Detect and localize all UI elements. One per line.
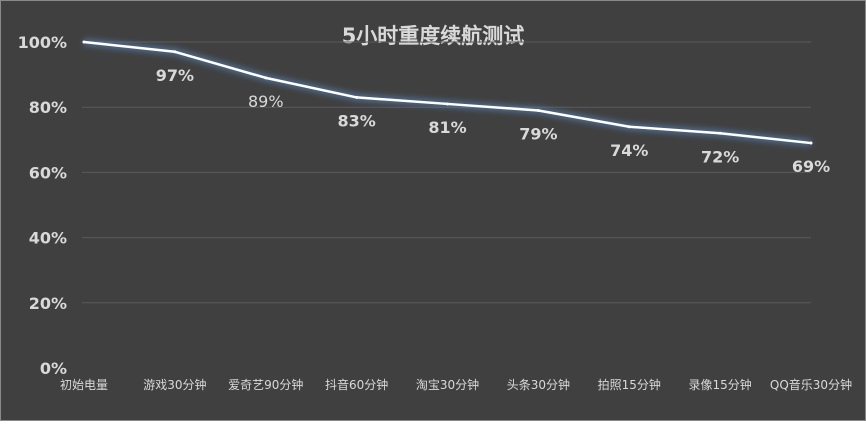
x-tick-label: 抖音60分钟 <box>325 377 388 392</box>
data-label: 83% <box>337 111 375 130</box>
y-tick-label: 40% <box>29 229 67 248</box>
data-point <box>82 40 86 44</box>
x-tick-label: 头条30分钟 <box>507 377 570 392</box>
data-label: 81% <box>428 118 466 137</box>
chart-title: 5小时重度续航测试 <box>342 24 525 48</box>
gridlines <box>82 41 811 304</box>
data-point <box>173 50 177 54</box>
x-tick-label: 游戏30分钟 <box>143 377 206 392</box>
x-tick-label: QQ音乐30分钟 <box>770 377 852 392</box>
data-point <box>264 76 268 80</box>
y-tick-label: 20% <box>29 294 67 313</box>
data-label: 72% <box>701 147 739 166</box>
data-label: 97% <box>156 66 194 85</box>
data-point <box>536 108 540 112</box>
data-point <box>718 131 722 135</box>
data-point <box>627 125 631 129</box>
data-point <box>446 102 449 106</box>
data-labels: 97% 89% 83% 81% 79% 74% 72% 69% <box>156 66 830 176</box>
data-label: 79% <box>519 124 557 143</box>
x-tick-label: 初始电量 <box>60 378 108 392</box>
data-point <box>355 95 359 99</box>
series-line <box>82 38 813 147</box>
y-tick-label: 80% <box>29 98 67 117</box>
data-label: 74% <box>610 141 648 160</box>
data-label: 69% <box>792 157 830 176</box>
data-point <box>809 141 813 145</box>
y-tick-label: 100% <box>18 33 67 52</box>
y-axis: 0% 20% 40% 60% 80% 100% <box>18 33 67 378</box>
x-tick-label: 拍照15分钟 <box>598 377 661 392</box>
x-tick-label: 录像15分钟 <box>688 377 751 392</box>
y-tick-label: 60% <box>29 163 67 182</box>
y-tick-label: 0% <box>40 359 67 378</box>
x-axis: 初始电量 游戏30分钟 爱奇艺90分钟 抖音60分钟 淘宝30分钟 头条30分钟 拍照15分… <box>60 377 852 392</box>
data-label: 89% <box>248 92 284 111</box>
x-tick-label: 爱奇艺90分钟 <box>228 377 303 392</box>
x-tick-label: 淘宝30分钟 <box>416 377 479 392</box>
